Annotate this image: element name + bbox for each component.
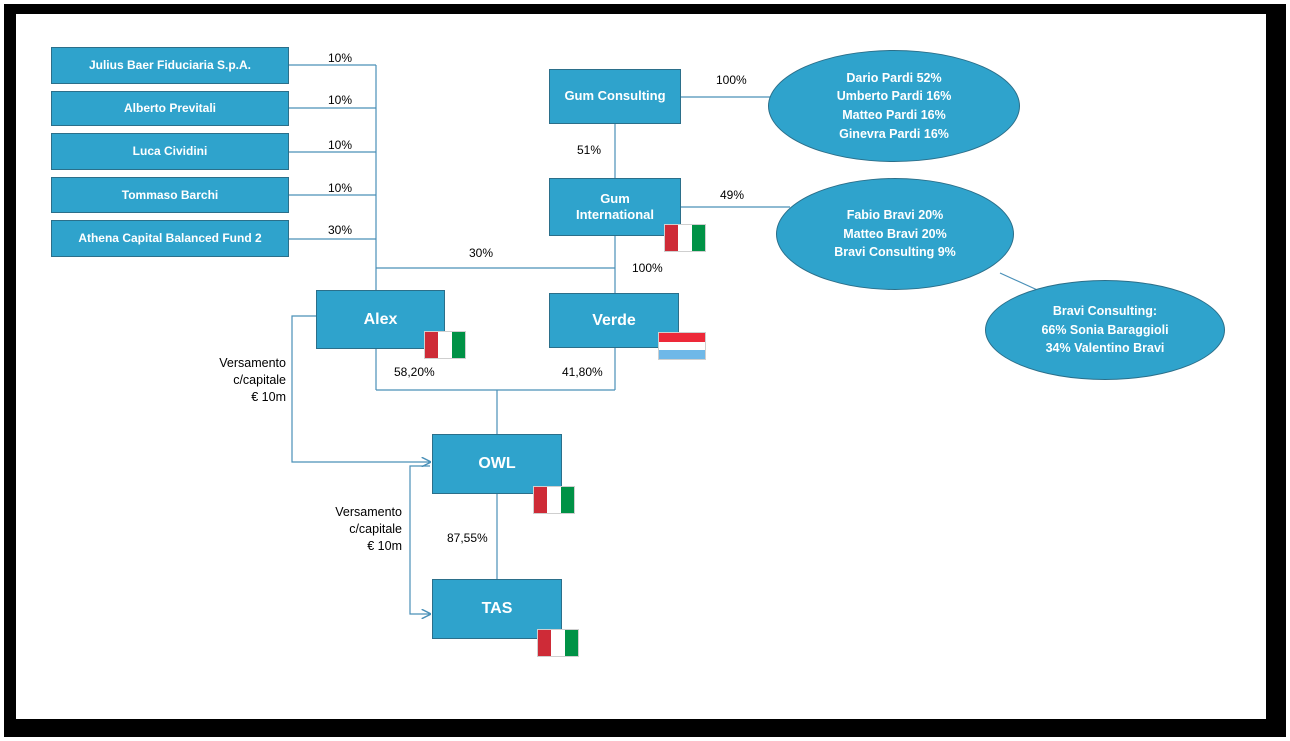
italy-flag-icon	[424, 331, 466, 359]
bravi-consulting-line: 34% Valentino Bravi	[1045, 341, 1165, 356]
gum-consulting-box: Gum Consulting	[549, 69, 681, 124]
note-line: c/capitale	[349, 521, 402, 536]
owner-line: Matteo Pardi 16%	[842, 108, 946, 122]
note-line: Versamento	[219, 356, 286, 370]
bravi-consulting-line: 66% Sonia Baraggioli	[1041, 322, 1169, 337]
shareholder-box-tommaso-barchi: Tommaso Barchi	[51, 177, 289, 213]
contribution-note-alex-owl: Versamento c/capitale € 10m	[200, 355, 286, 406]
gum-international-name-line2: International	[575, 207, 654, 222]
pct-owl-to-tas: 87,55%	[447, 531, 488, 545]
pct-gum-consulting-owners: 100%	[716, 73, 747, 87]
owner-line: Bravi Consulting 9%	[834, 245, 956, 260]
pct-verde-to-owl: 41,80%	[562, 365, 603, 379]
note-line: € 10m	[251, 389, 286, 404]
note-line: Versamento	[335, 505, 402, 519]
pct-athena-capital: 30%	[328, 223, 353, 237]
italy-flag-icon	[533, 486, 575, 514]
verde-box: Verde	[549, 293, 679, 348]
pct-tommaso-barchi: 10%	[328, 181, 353, 195]
pct-gum-consulting-to-international: 51%	[577, 143, 602, 157]
shareholder-box-alberto-previtali: Alberto Previtali	[51, 91, 289, 126]
bravi-owners-ellipse: Fabio Bravi 20% Matteo Bravi 20% Bravi C…	[776, 178, 1014, 290]
owner-line: Umberto Pardi 16%	[836, 89, 952, 104]
contribution-note-owl-tas: Versamento c/capitale € 10m	[316, 504, 402, 555]
owner-line: Matteo Bravi 20%	[843, 226, 947, 241]
pct-gum-international-owners: 49%	[720, 188, 745, 202]
gum-international-name-line1: Gum	[600, 190, 630, 206]
pct-alberto-previtali: 10%	[328, 93, 353, 107]
gum-international-box: Gum International	[549, 178, 681, 236]
alex-box: Alex	[316, 290, 445, 349]
owner-line: Fabio Bravi 20%	[846, 207, 944, 222]
pardi-owners-ellipse: Dario Pardi 52% Umberto Pardi 16% Matteo…	[768, 50, 1020, 162]
pct-gum-international-to-verde: 100%	[632, 261, 663, 275]
bravi-consulting-ellipse: Bravi Consulting: 66% Sonia Baraggioli 3…	[985, 280, 1225, 380]
shareholder-box-luca-cividini: Luca Cividini	[51, 133, 289, 170]
note-line: c/capitale	[233, 372, 286, 387]
italy-flag-icon	[537, 629, 579, 657]
note-line: € 10m	[367, 538, 402, 553]
italy-flag-icon	[664, 224, 706, 252]
owner-line: Dario Pardi 52%	[846, 70, 942, 85]
luxembourg-flag-icon	[658, 332, 706, 360]
pct-julius-baer: 10%	[328, 51, 353, 65]
owl-box: OWL	[432, 434, 562, 494]
shareholder-box-julius-baer: Julius Baer Fiduciaria S.p.A.	[51, 47, 289, 84]
shareholder-box-athena-capital: Athena Capital Balanced Fund 2	[51, 220, 289, 257]
pct-gum-international-to-alex: 30%	[469, 246, 494, 260]
pct-luca-cividini: 10%	[328, 138, 353, 152]
pct-alex-to-owl: 58,20%	[394, 365, 435, 379]
bravi-consulting-line: Bravi Consulting:	[1052, 303, 1158, 318]
owner-line: Ginevra Pardi 16%	[839, 126, 949, 141]
